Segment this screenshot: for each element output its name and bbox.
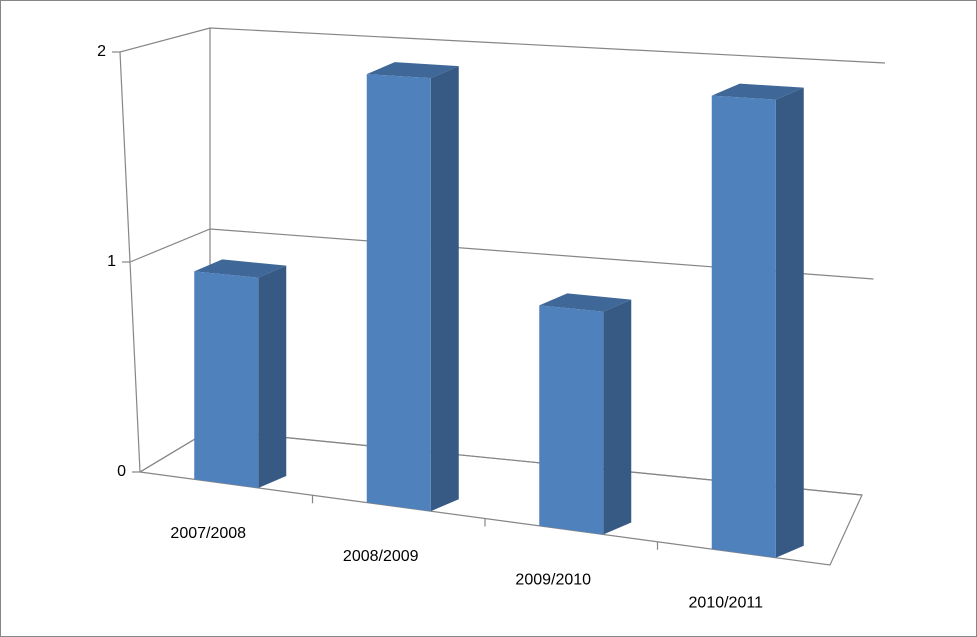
bar [711,95,776,558]
bar-top [366,62,459,79]
y-tick-label: 0 [117,463,126,480]
bar [194,271,259,488]
bar [539,305,604,535]
y-axis [119,51,141,473]
bar-side [430,66,459,512]
bar-side [258,265,287,488]
bar [366,74,431,512]
x-tick-label: 2008/2009 [343,548,419,565]
bar-side [603,299,632,535]
bar-top [194,259,287,278]
bar-top [539,293,632,312]
x-tick-label: 2010/2011 [689,595,764,612]
bar-side [775,87,804,558]
y-tick-label: 1 [107,253,116,270]
bar-top [711,83,804,100]
x-tick-label: 2007/2008 [170,525,246,542]
x-tick-label: 2009/2010 [515,571,591,588]
y-tick-label: 2 [97,43,106,60]
